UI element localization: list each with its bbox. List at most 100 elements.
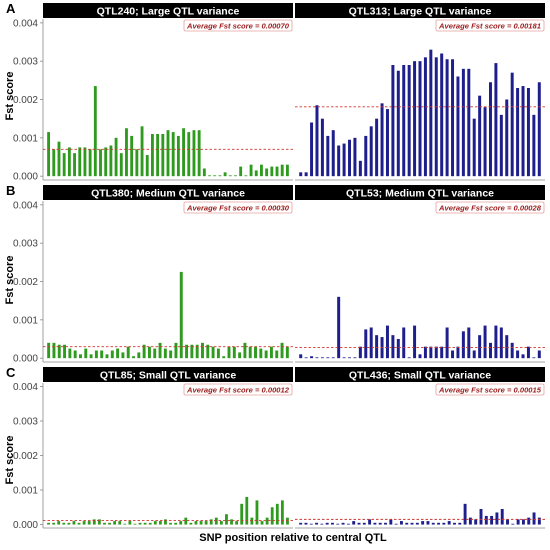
- fst-bar: [358, 346, 362, 359]
- fst-bar: [315, 357, 319, 359]
- fst-bar: [483, 325, 487, 359]
- average-label-box: [435, 201, 545, 214]
- panel-title: QTL53; Medium QTL variance: [346, 188, 494, 200]
- fst-bar: [442, 522, 446, 525]
- average-label: Average Fst score = 0.00181: [438, 21, 541, 30]
- fst-bar: [468, 517, 472, 525]
- fst-bar: [526, 346, 530, 359]
- fst-bar: [232, 346, 236, 359]
- fst-bar: [189, 522, 193, 525]
- fst-bar: [394, 523, 398, 525]
- fst-bar: [331, 130, 335, 177]
- fst-bar: [171, 132, 175, 177]
- fst-bar: [331, 357, 335, 359]
- fst-bar: [353, 137, 357, 177]
- fst-bar: [510, 72, 514, 177]
- fst-bar: [206, 344, 210, 359]
- fst-bar: [121, 352, 125, 359]
- fst-bar: [209, 519, 213, 525]
- fst-bar: [478, 335, 482, 359]
- fst-bar: [110, 350, 114, 359]
- fst-bar: [429, 346, 433, 359]
- fst-bar: [108, 522, 111, 525]
- fst-bar: [405, 522, 409, 525]
- fst-bar: [407, 357, 411, 359]
- fst-bar: [362, 522, 366, 525]
- fst-bar: [346, 523, 350, 525]
- fst-bar: [158, 521, 162, 525]
- fst-bar: [373, 522, 377, 525]
- fst-bar: [250, 517, 254, 525]
- fst-bar: [145, 155, 149, 177]
- fst-bar: [364, 135, 368, 177]
- fst-bar: [429, 49, 433, 177]
- fst-bar: [413, 61, 417, 177]
- fst-bar: [467, 68, 471, 177]
- panel-title: QTL313; Large QTL variance: [349, 6, 492, 18]
- fst-bar: [396, 339, 400, 359]
- fst-bar: [249, 164, 253, 177]
- fst-bar: [348, 139, 352, 177]
- average-label-box: [435, 383, 545, 396]
- fst-bar: [223, 172, 227, 177]
- y-axis-label: Fst score: [4, 436, 16, 485]
- fst-bar: [396, 70, 400, 177]
- panel-title: QTL240; Large QTL variance: [97, 6, 240, 18]
- fst-bar: [378, 522, 382, 525]
- fst-bar: [116, 348, 120, 359]
- fst-bar: [254, 346, 257, 359]
- fst-bar: [93, 86, 97, 177]
- fst-bar: [204, 521, 208, 525]
- fst-bar: [94, 350, 98, 359]
- fst-bar: [192, 130, 196, 177]
- fst-bar: [275, 503, 279, 525]
- fst-bar: [119, 153, 123, 177]
- fst-bar: [222, 356, 226, 359]
- fst-bar: [532, 512, 536, 525]
- fst-bar: [315, 522, 319, 525]
- fst-bar: [280, 342, 284, 359]
- fst-bar: [490, 515, 494, 525]
- y-tick-label: 0.002: [13, 451, 38, 462]
- fst-bar: [213, 175, 217, 177]
- y-axis-label: Fst score: [4, 72, 16, 121]
- fst-bar: [218, 175, 222, 177]
- fst-bar: [67, 522, 71, 525]
- fst-bar: [440, 53, 444, 177]
- fst-bar: [474, 519, 478, 525]
- y-tick-label: 0.004: [13, 382, 38, 393]
- fst-bar: [418, 61, 422, 177]
- fst-bar: [132, 356, 135, 359]
- fst-bar: [147, 346, 151, 359]
- fst-bar: [286, 517, 289, 525]
- fst-bar: [494, 325, 498, 359]
- fst-bar: [410, 522, 414, 525]
- fst-bar: [526, 88, 530, 177]
- fst-bar: [137, 352, 141, 359]
- fst-bar: [315, 105, 319, 177]
- fst-bar: [342, 357, 346, 359]
- fst-bar: [337, 296, 341, 359]
- fst-bar: [140, 126, 144, 177]
- fst-bar: [375, 335, 379, 359]
- fst-bar: [156, 134, 160, 177]
- fst-bar: [195, 344, 199, 359]
- fst-bar: [138, 522, 142, 525]
- average-label: Average Fst score = 0.00070: [186, 21, 290, 30]
- fst-bar: [421, 521, 425, 525]
- average-label: Average Fst score = 0.00012: [186, 385, 290, 394]
- fst-bar: [348, 357, 352, 359]
- fst-bar: [275, 350, 279, 359]
- fst-bar: [135, 149, 139, 177]
- fst-bar: [201, 342, 204, 359]
- fst-bar: [423, 57, 427, 177]
- fst-bar: [275, 166, 279, 177]
- fst-bar: [364, 329, 368, 359]
- fst-bar: [434, 57, 438, 177]
- fst-bar: [99, 149, 102, 177]
- fst-bar: [163, 348, 167, 359]
- fst-bar: [445, 59, 449, 177]
- fst-bar: [320, 523, 324, 525]
- fst-bar: [399, 521, 403, 525]
- y-tick-label: 0.002: [13, 95, 38, 106]
